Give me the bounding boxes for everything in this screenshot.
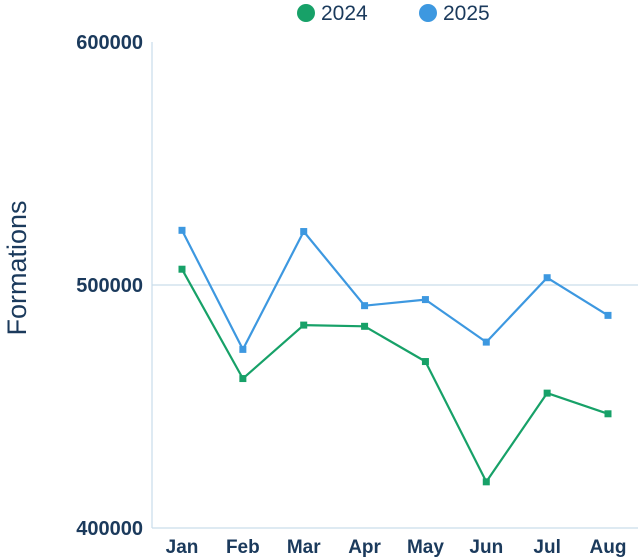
- x-tick-label: Apr: [348, 537, 381, 558]
- legend-item[interactable]: 2025: [419, 2, 490, 25]
- data-point: [482, 478, 490, 486]
- series-line: [181, 229, 609, 351]
- legend-swatch: [297, 4, 315, 22]
- x-tick-label: Jan: [166, 537, 199, 558]
- series-layer: [178, 226, 612, 486]
- x-tick-label: Feb: [226, 537, 260, 558]
- data-point: [239, 375, 247, 383]
- data-point: [361, 302, 369, 310]
- data-point: [300, 321, 308, 329]
- legend-label: 2024: [321, 2, 368, 25]
- data-point: [421, 358, 429, 366]
- y-tick-labels: 400000 500000 600000: [76, 32, 143, 540]
- y-tick-label: 500000: [76, 275, 143, 297]
- y-tick-label: 400000: [76, 518, 143, 540]
- series-2024: [178, 265, 612, 486]
- data-point: [239, 345, 247, 353]
- data-point: [604, 311, 612, 319]
- legend-label: 2025: [443, 2, 490, 25]
- x-tick-label: May: [407, 537, 444, 558]
- data-point: [604, 410, 612, 418]
- data-point: [178, 265, 186, 273]
- series-line: [181, 268, 609, 483]
- data-point: [482, 338, 490, 346]
- x-tick-label: Jun: [469, 537, 503, 558]
- legend: 2024 2025: [297, 2, 490, 25]
- legend-swatch: [419, 4, 437, 22]
- x-tick-labels: Jan Feb Mar Apr May Jun Jul Aug: [166, 537, 627, 558]
- y-axis-label: Formations: [2, 200, 32, 335]
- series-2025: [178, 226, 612, 353]
- data-point: [543, 389, 551, 397]
- x-tick-label: Jul: [533, 537, 560, 558]
- data-point: [300, 228, 308, 236]
- data-point: [543, 274, 551, 282]
- legend-item[interactable]: 2024: [297, 2, 368, 25]
- data-point: [421, 296, 429, 304]
- x-tick-label: Mar: [287, 537, 321, 558]
- y-tick-label: 600000: [76, 32, 143, 54]
- x-tick-label: Aug: [590, 537, 627, 558]
- data-point: [178, 226, 186, 234]
- data-point: [361, 322, 369, 330]
